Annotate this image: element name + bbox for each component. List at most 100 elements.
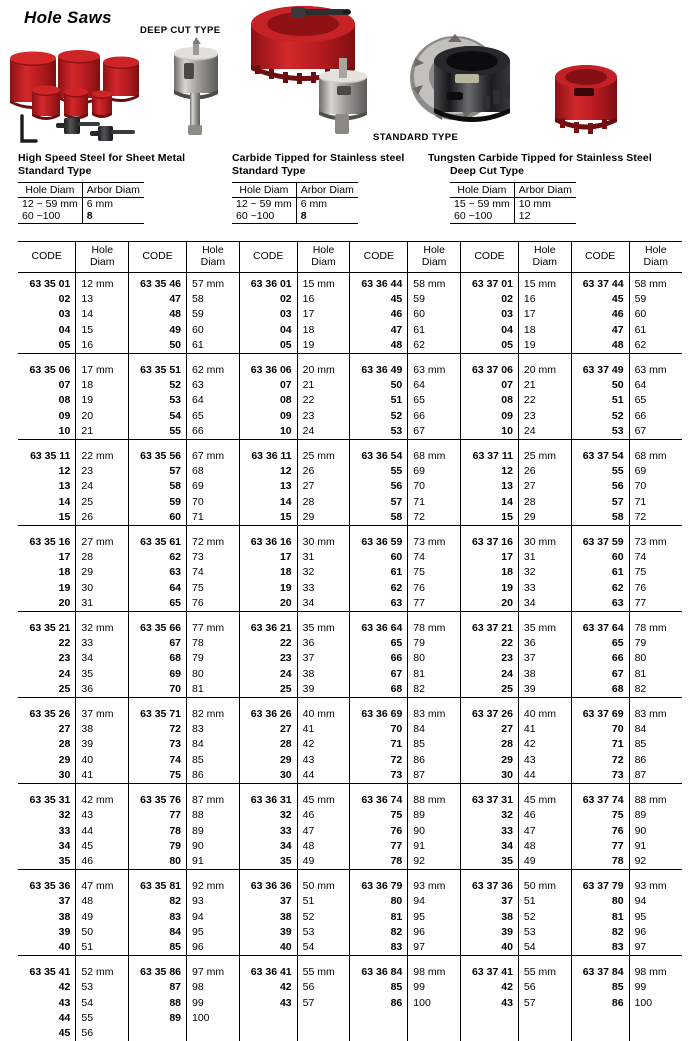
cell-code: 63 35 01 — [18, 273, 76, 293]
cell-code: 47 — [129, 292, 187, 307]
cell-hole-diam: 97 mm — [187, 961, 240, 980]
cell-hole-diam: 15 mm — [297, 273, 350, 293]
cell-hole-diam: 94 — [408, 894, 461, 909]
cell-hole-diam: 92 mm — [187, 875, 240, 894]
cell-code: 24 — [18, 667, 76, 682]
cell-hole-diam: 22 mm — [76, 445, 129, 464]
cell-code: 38 — [18, 910, 76, 925]
cell-code: 55 — [129, 424, 187, 440]
cell-code: 67 — [350, 667, 408, 682]
cell-code: 71 — [350, 737, 408, 752]
cell-hole-diam: 49 — [76, 910, 129, 925]
cell-code: 56 — [350, 479, 408, 494]
cell-hole-diam: 100 — [629, 996, 682, 1011]
cell-hole-diam: 64 — [187, 393, 240, 408]
cell-hole-diam: 87 — [629, 768, 682, 784]
cell-code: 63 36 11 — [239, 445, 297, 464]
cell-code: 24 — [239, 667, 297, 682]
cell-code: 63 36 06 — [239, 359, 297, 378]
cell-code: 15 — [461, 510, 519, 526]
cell-code: 71 — [571, 737, 629, 752]
cell-code: 22 — [239, 636, 297, 651]
cell-code: 19 — [18, 581, 76, 596]
cell-hole-diam: 74 — [408, 550, 461, 565]
cell-code: 58 — [350, 510, 408, 526]
cell-hole-diam: 18 — [297, 323, 350, 338]
cell-hole-diam: 32 — [297, 565, 350, 580]
cell-hole-diam: 24 — [76, 479, 129, 494]
cell-code: 25 — [239, 682, 297, 698]
cell-code: 86 — [571, 996, 629, 1011]
cell-code: 81 — [350, 910, 408, 925]
cell-hole-diam: 31 — [518, 550, 571, 565]
cell-code: 80 — [129, 854, 187, 870]
cell-code: 37 — [461, 894, 519, 909]
cell-code: 34 — [18, 839, 76, 854]
cell-code: 63 35 41 — [18, 961, 76, 980]
cell-code: 03 — [18, 307, 76, 322]
cell-code: 83 — [129, 910, 187, 925]
cell-code: 67 — [129, 636, 187, 651]
cell-code: 30 — [18, 768, 76, 784]
cell-hole-diam: 59 — [408, 292, 461, 307]
cell-code — [571, 1026, 629, 1041]
cell-hole-diam: 41 — [76, 768, 129, 784]
photo-label-deep-cut-type: DEEP CUT TYPE — [140, 25, 221, 36]
cell-hole-diam: 93 mm — [408, 875, 461, 894]
cell-code: 63 37 11 — [461, 445, 519, 464]
cell-hole-diam: 65 — [629, 393, 682, 408]
spec-row: 60 ~100 8 — [232, 210, 358, 224]
cell-code: 09 — [461, 409, 519, 424]
cell-code: 02 — [18, 292, 76, 307]
cell-hole-diam: 33 — [76, 636, 129, 651]
cell-code: 53 — [571, 424, 629, 440]
cell-hole-diam: 60 — [187, 323, 240, 338]
cell-hole-diam: 67 — [629, 424, 682, 440]
cell-hole-diam: 46 — [518, 808, 571, 823]
cell-code: 18 — [239, 565, 297, 580]
cell-hole-diam: 53 — [297, 925, 350, 940]
photo-carbide-tipped-saw — [305, 58, 395, 138]
cell-hole-diam: 69 — [629, 464, 682, 479]
cell-code: 57 — [350, 495, 408, 510]
cell-code: 63 36 44 — [350, 273, 408, 293]
cell-hole-diam: 61 — [408, 323, 461, 338]
cell-hole-diam: 71 — [629, 495, 682, 510]
cell-code: 63 37 06 — [461, 359, 519, 378]
cell-hole-diam: 91 — [187, 854, 240, 870]
cell-code: 50 — [350, 378, 408, 393]
cell-hole-diam: 54 — [518, 940, 571, 956]
cell-code: 51 — [571, 393, 629, 408]
cell-code: 13 — [461, 479, 519, 494]
cell-code: 39 — [18, 925, 76, 940]
cell-code: 50 — [571, 378, 629, 393]
cell-code: 53 — [350, 424, 408, 440]
cell-hole-diam: 93 — [187, 894, 240, 909]
cell-hole-diam — [408, 1026, 461, 1041]
cell-hole-diam: 79 — [629, 636, 682, 651]
cell-hole-diam: 30 — [76, 581, 129, 596]
cell-hole-diam: 38 — [297, 667, 350, 682]
cell-code: 38 — [239, 910, 297, 925]
spec-section-hss: High Speed Steel for Sheet Metal Standar… — [18, 152, 185, 224]
cell-hole-diam — [187, 1026, 240, 1041]
cell-hole-diam: 92 — [408, 854, 461, 870]
cell-hole-diam: 49 — [297, 854, 350, 870]
cell-code: 66 — [571, 651, 629, 666]
cell-hole-diam: 59 — [187, 307, 240, 322]
cell-code — [461, 1026, 519, 1041]
